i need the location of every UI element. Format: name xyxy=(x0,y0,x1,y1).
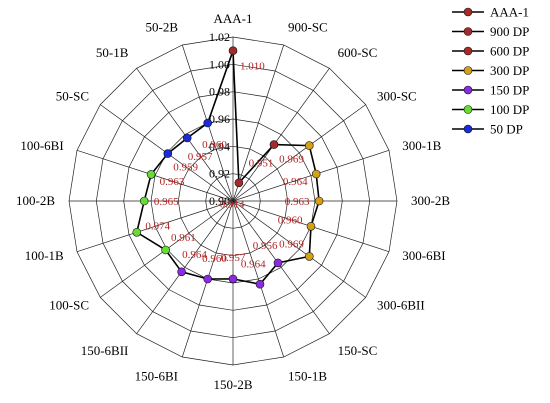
data-point-300-6bi xyxy=(306,222,316,231)
data-point-150-6bii xyxy=(177,267,186,277)
category-label-aaa-1: AAA-1 xyxy=(214,11,253,26)
grid-spoke xyxy=(136,200,234,334)
category-label-100-sc: 100-SC xyxy=(49,298,89,313)
category-label-300-1b: 300-1B xyxy=(402,138,441,153)
category-label-100-2b: 100-2B xyxy=(16,193,55,208)
grid-spoke xyxy=(232,68,330,202)
data-points xyxy=(132,46,324,289)
category-label-150-sc: 150-SC xyxy=(338,343,378,358)
legend-label-600-dp: 600 DP xyxy=(490,44,529,59)
grid-spoke xyxy=(76,200,234,253)
data-point-50-1b xyxy=(182,133,192,143)
radial-tick-label: 1.00 xyxy=(209,57,230,71)
data-label-150-6bi: 0.960 xyxy=(202,253,227,265)
data-point-150-sc xyxy=(273,258,283,268)
data-point-300-2b xyxy=(314,196,324,206)
data-point-100-2b xyxy=(139,196,149,206)
data-label-50-1b: 0.957 xyxy=(188,151,213,163)
legend-label-100-dp: 100 DP xyxy=(490,102,529,117)
category-label-50-2b: 50-2B xyxy=(146,20,179,35)
legend: AAA-1 900 DP 600 DP 300 DP 150 DP 100 DP 50 DP xyxy=(452,5,529,137)
data-point-300-1b xyxy=(311,169,321,179)
category-label-600-sc: 600-SC xyxy=(338,45,378,60)
category-label-100-6bi: 100-6BI xyxy=(20,138,63,153)
category-label-900-sc: 900-SC xyxy=(288,20,328,35)
data-point-50-sc xyxy=(163,149,173,158)
data-label-600-sc: 0.951 xyxy=(249,157,274,169)
data-label-100-6bi: 0.963 xyxy=(160,176,185,188)
legend-marker xyxy=(463,124,473,134)
data-label-900-sc: 0.914 xyxy=(220,199,245,211)
data-label-100-sc: 0.961 xyxy=(171,232,196,244)
data-point-900-sc xyxy=(234,178,244,188)
data-point-150-2b xyxy=(228,274,238,284)
legend-label-300-dp: 300 DP xyxy=(490,63,529,78)
radial-tick-label: 0.96 xyxy=(209,112,230,126)
legend-label-900-dp: 900 DP xyxy=(490,24,529,39)
legend-marker xyxy=(463,27,473,36)
data-label-300-6bi: 0.960 xyxy=(278,215,303,227)
radial-ticks: 0.900.920.940.960.981.001.02 xyxy=(209,30,230,208)
legend-marker xyxy=(463,66,473,75)
data-label-50-sc: 0.959 xyxy=(173,162,198,174)
data-label-300-2b: 0.963 xyxy=(285,196,310,208)
data-label-aaa-1: 1.010 xyxy=(240,61,265,73)
data-label-300-1b: 0.964 xyxy=(283,176,308,188)
data-point-300-sc xyxy=(304,141,314,150)
category-label-300-6bii: 300-6BII xyxy=(377,298,425,313)
data-point-50-2b xyxy=(203,118,212,128)
data-label-150-sc: 0.956 xyxy=(253,240,278,252)
data-label-150-6bii: 0.964 xyxy=(182,249,207,261)
category-label-50-1b: 50-1B xyxy=(96,45,129,60)
category-label-300-6bi: 300-6BI xyxy=(402,248,445,263)
radial-tick-label: 1.02 xyxy=(209,30,230,44)
legend-label-aaa-1: AAA-1 xyxy=(490,5,529,20)
data-label-100-1b: 0.974 xyxy=(145,221,170,233)
radial-tick-label: 0.90 xyxy=(209,194,230,208)
category-label-300-2b: 300-2B xyxy=(411,193,450,208)
data-point-100-6bi xyxy=(146,170,156,179)
radial-tick-label: 0.92 xyxy=(209,167,230,181)
data-labels: 1.010 0.914 0.951 0.969 0.964 0.963 0.960 0.969… xyxy=(145,61,310,271)
grid-spoke xyxy=(232,44,285,202)
grid-spoke xyxy=(232,104,366,202)
data-label-150-2b: 0.957 xyxy=(221,252,246,264)
data-label-300-sc: 0.969 xyxy=(279,154,304,166)
data-label-150-1b: 0.964 xyxy=(241,258,266,270)
data-point-300-6bii xyxy=(304,252,314,261)
grid-spoke xyxy=(232,200,330,334)
legend-marker xyxy=(463,46,473,56)
data-point-600-sc xyxy=(269,140,279,149)
data-point-100-sc xyxy=(161,245,170,255)
grid-spoke xyxy=(232,200,366,298)
legend-marker xyxy=(463,7,473,17)
category-labels: AAA-1 900-SC 600-SC 300-SC 300-1B 300-2B 300-6… xyxy=(16,11,450,392)
legend-marker xyxy=(463,85,473,95)
data-point-150-6bi xyxy=(203,274,212,284)
legend-marker xyxy=(463,105,473,114)
data-label-100-2b: 0.965 xyxy=(154,196,179,208)
category-label-150-2b: 150-2B xyxy=(214,377,253,392)
radial-tick-label: 0.94 xyxy=(209,139,230,153)
category-label-300-sc: 300-SC xyxy=(377,88,417,103)
legend-label-150-dp: 150 DP xyxy=(490,83,529,98)
category-label-150-6bi: 150-6BI xyxy=(135,368,178,383)
category-label-150-6bii: 150-6BII xyxy=(81,343,129,358)
data-point-aaa-1 xyxy=(228,46,238,56)
category-label-100-1b: 100-1B xyxy=(25,248,64,263)
data-point-100-1b xyxy=(132,228,142,237)
data-point-150-1b xyxy=(255,279,265,289)
grid-spoke xyxy=(232,200,285,358)
legend-label-50-dp: 50 DP xyxy=(490,122,523,137)
category-label-50-sc: 50-SC xyxy=(56,88,89,103)
grid-spoke xyxy=(232,149,390,202)
data-label-300-6bii: 0.969 xyxy=(279,239,304,251)
category-label-150-1b: 150-1B xyxy=(288,368,327,383)
data-label-50-2b: 0.960 xyxy=(202,139,227,151)
